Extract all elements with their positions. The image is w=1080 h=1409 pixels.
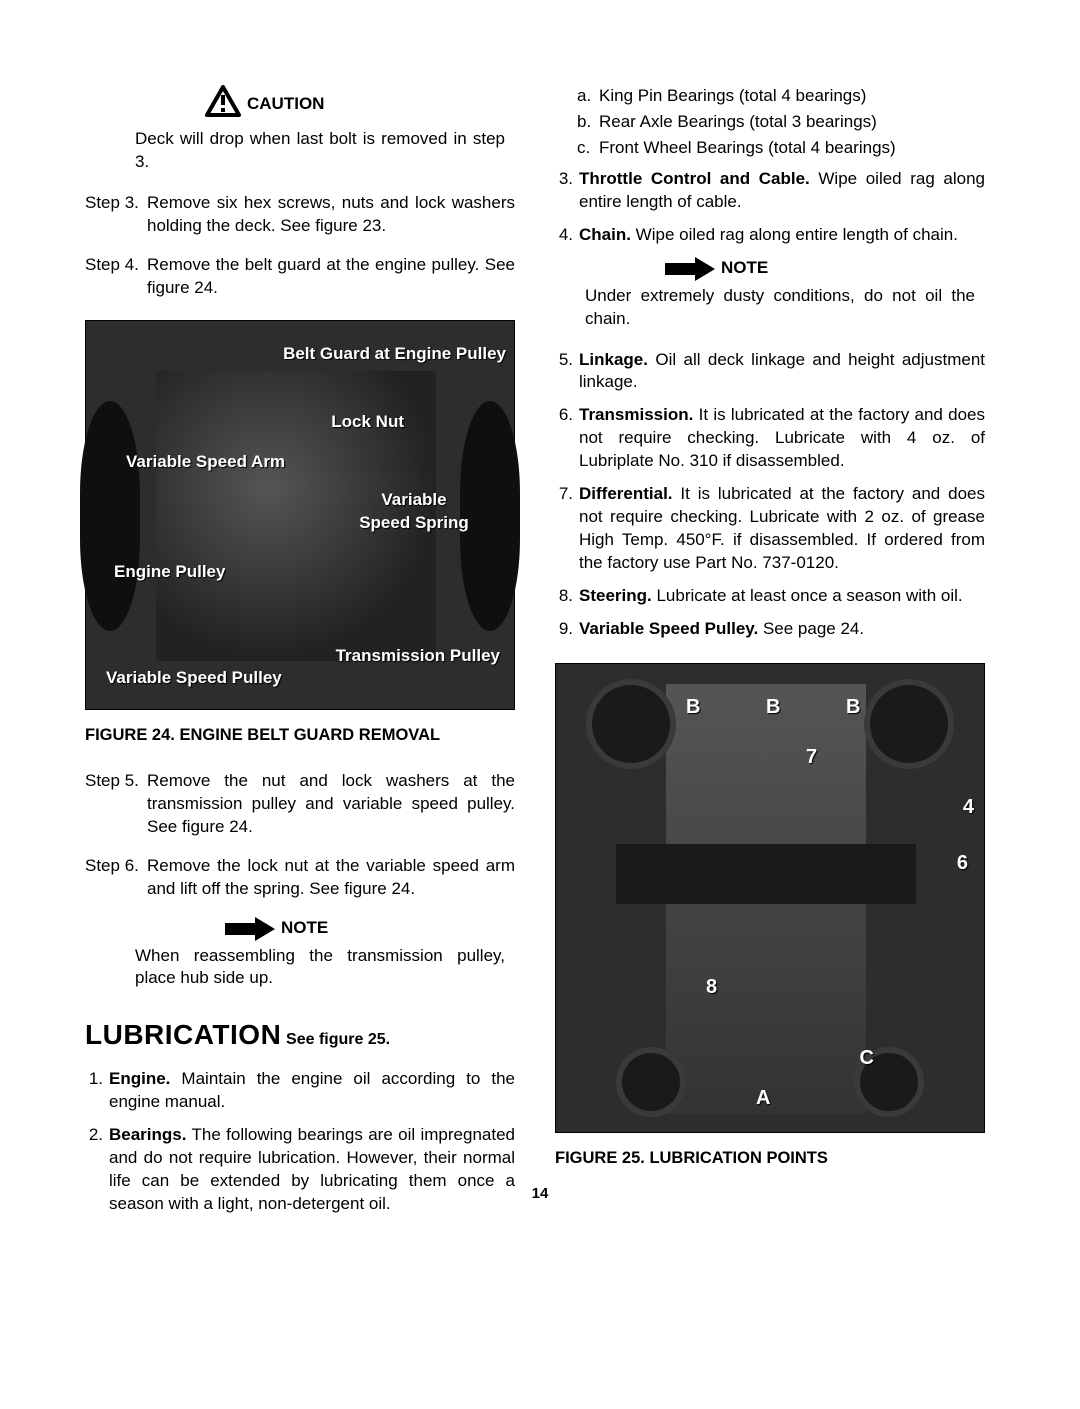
list-number: 4. <box>555 224 579 247</box>
fig24-label-lock-nut: Lock Nut <box>331 411 404 434</box>
note-1-text: When reassembling the transmission pulle… <box>135 945 505 991</box>
figure-25-image: B B B 4 6 7 8 A C <box>555 663 985 1133</box>
bearing-b: b. Rear Axle Bearings (total 3 bearings) <box>577 111 985 134</box>
step-label: Step 5. <box>85 770 147 839</box>
fig24-label-belt-guard: Belt Guard at Engine Pulley <box>283 343 506 366</box>
step-5: Step 5. Remove the nut and lock washers … <box>85 770 515 839</box>
list-bold: Variable Speed Pulley. <box>579 619 758 638</box>
fig25-label-4: 4 <box>963 794 974 821</box>
note-2-text: Under extremely dusty conditions, do not… <box>585 285 975 331</box>
page-content: CAUTION Deck will drop when last bolt is… <box>85 85 985 1226</box>
fig24-label-var-spring: Variable Speed Spring <box>354 489 474 535</box>
list-bold: Engine. <box>109 1069 170 1088</box>
note-1-header: NOTE <box>225 917 515 941</box>
list-number: 6. <box>555 404 579 473</box>
sub-text: Rear Axle Bearings (total 3 bearings) <box>599 111 985 134</box>
fig25-label-7: 7 <box>806 744 817 771</box>
lub-item-4: 4. Chain. Wipe oiled rag along entire le… <box>555 224 985 247</box>
fig24-label-var-arm: Variable Speed Arm <box>126 451 285 474</box>
sub-letter: c. <box>577 137 599 160</box>
step-body: Remove the belt guard at the engine pull… <box>147 254 515 300</box>
list-number: 3. <box>555 168 579 214</box>
sub-letter: a. <box>577 85 599 108</box>
fig25-label-B1: B <box>686 694 700 721</box>
step-body: Remove the nut and lock washers at the t… <box>147 770 515 839</box>
figure-24-caption: FIGURE 24. ENGINE BELT GUARD REMOVAL <box>85 724 515 746</box>
step-body: Remove the lock nut at the variable spee… <box>147 855 515 901</box>
list-bold: Steering. <box>579 586 652 605</box>
caution-header: CAUTION <box>205 85 515 124</box>
lub-item-3: 3. Throttle Control and Cable. Wipe oile… <box>555 168 985 214</box>
figure-24-image: Belt Guard at Engine Pulley Lock Nut Var… <box>85 320 515 710</box>
bearing-a: a. King Pin Bearings (total 4 bearings) <box>577 85 985 108</box>
sub-letter: b. <box>577 111 599 134</box>
list-body: Engine. Maintain the engine oil accordin… <box>109 1068 515 1114</box>
fig25-label-B2: B <box>766 694 780 721</box>
fig24-label-engine-pulley: Engine Pulley <box>114 561 225 584</box>
section-subtitle: See figure 25. <box>286 1031 390 1048</box>
list-body: Linkage. Oil all deck linkage and height… <box>579 349 985 395</box>
list-body: Differential. It is lubricated at the fa… <box>579 483 985 575</box>
list-bold: Chain. <box>579 225 631 244</box>
list-number: 8. <box>555 585 579 608</box>
lubrication-heading: LUBRICATION See figure 25. <box>85 1016 515 1054</box>
caution-triangle-icon <box>205 85 241 124</box>
list-bold: Bearings. <box>109 1125 186 1144</box>
arrow-right-icon <box>665 257 715 281</box>
arrow-right-icon <box>225 917 275 941</box>
step-label: Step 6. <box>85 855 147 901</box>
list-number: 9. <box>555 618 579 641</box>
sub-text: King Pin Bearings (total 4 bearings) <box>599 85 985 108</box>
fig25-label-B3: B <box>846 694 860 721</box>
fig24-label-trans-pulley: Transmission Pulley <box>336 645 500 668</box>
list-bold: Transmission. <box>579 405 693 424</box>
note-label: NOTE <box>281 917 328 940</box>
lub-item-1: 1. Engine. Maintain the engine oil accor… <box>85 1068 515 1114</box>
fig25-label-6: 6 <box>957 850 968 877</box>
list-body: Variable Speed Pulley. See page 24. <box>579 618 985 641</box>
figure-25-caption: FIGURE 25. LUBRICATION POINTS <box>555 1147 985 1169</box>
caution-text: Deck will drop when last bolt is removed… <box>135 128 505 174</box>
lub-item-7: 7. Differential. It is lubricated at the… <box>555 483 985 575</box>
step-body: Remove six hex screws, nuts and lock was… <box>147 192 515 238</box>
step-4: Step 4. Remove the belt guard at the eng… <box>85 254 515 300</box>
list-text: See page 24. <box>758 619 864 638</box>
lub-item-9: 9. Variable Speed Pulley. See page 24. <box>555 618 985 641</box>
list-text: Wipe oiled rag along entire length of ch… <box>631 225 958 244</box>
note-2-header: NOTE <box>665 257 985 281</box>
caution-label: CAUTION <box>247 93 324 116</box>
fig25-label-A: A <box>756 1085 770 1112</box>
page-number: 14 <box>0 1184 1080 1204</box>
fig24-label-var-pulley: Variable Speed Pulley <box>106 667 282 690</box>
list-text: Lubricate at least once a season with oi… <box>652 586 963 605</box>
fig25-label-C: C <box>860 1045 874 1072</box>
step-3: Step 3. Remove six hex screws, nuts and … <box>85 192 515 238</box>
section-title: LUBRICATION <box>85 1019 281 1050</box>
bearing-c: c. Front Wheel Bearings (total 4 bearing… <box>577 137 985 160</box>
list-body: Chain. Wipe oiled rag along entire lengt… <box>579 224 985 247</box>
step-label: Step 3. <box>85 192 147 238</box>
list-text: Maintain the engine oil according to the… <box>109 1069 515 1111</box>
lub-item-6: 6. Transmission. It is lubricated at the… <box>555 404 985 473</box>
list-bold: Differential. <box>579 484 673 503</box>
list-body: Steering. Lubricate at least once a seas… <box>579 585 985 608</box>
right-column: a. King Pin Bearings (total 4 bearings) … <box>555 85 985 1226</box>
step-6: Step 6. Remove the lock nut at the varia… <box>85 855 515 901</box>
list-bold: Linkage. <box>579 350 648 369</box>
lub-item-8: 8. Steering. Lubricate at least once a s… <box>555 585 985 608</box>
fig25-label-8: 8 <box>706 974 717 1001</box>
step-label: Step 4. <box>85 254 147 300</box>
list-number: 7. <box>555 483 579 575</box>
list-number: 1. <box>85 1068 109 1114</box>
list-body: Transmission. It is lubricated at the fa… <box>579 404 985 473</box>
list-body: Throttle Control and Cable. Wipe oiled r… <box>579 168 985 214</box>
lub-item-5: 5. Linkage. Oil all deck linkage and hei… <box>555 349 985 395</box>
list-number: 5. <box>555 349 579 395</box>
left-column: CAUTION Deck will drop when last bolt is… <box>85 85 515 1226</box>
note-label: NOTE <box>721 257 768 280</box>
list-bold: Throttle Control and Cable. <box>579 169 810 188</box>
sub-text: Front Wheel Bearings (total 4 bearings) <box>599 137 985 160</box>
